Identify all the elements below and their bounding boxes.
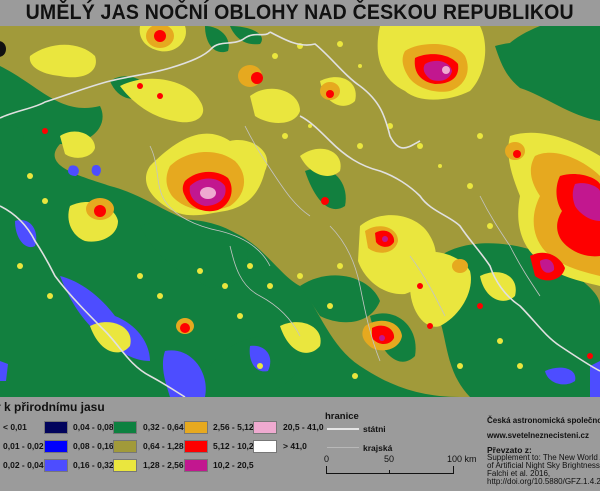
pink-cores <box>200 66 450 199</box>
scale-tick-50: 50 <box>384 454 395 464</box>
credits-source-text: Supplement to: The New World Atlas of Ar… <box>487 454 600 486</box>
legend-swatch-pink <box>253 421 277 434</box>
legend-label: 0,08 - 0,16 <box>73 441 114 451</box>
legend-label: < 0,01 <box>3 422 27 432</box>
credits-website[interactable]: www.svetelneznecisteni.cz <box>487 431 589 440</box>
legend-label: 0,16 - 0,32 <box>73 460 114 470</box>
scale-bar-midtick <box>389 470 390 474</box>
legend-swatch-red <box>184 440 208 453</box>
legend-swatch-yellow <box>113 459 137 472</box>
legend-label: 20,5 - 41,0 <box>283 422 324 432</box>
legend-swatch-magenta <box>184 459 208 472</box>
legend-label: 1,28 - 2,56 <box>143 460 184 470</box>
legend-label: 0,64 - 1,28 <box>143 441 184 451</box>
region-border <box>149 125 541 362</box>
region-border-label: krajská <box>363 443 393 453</box>
legend-label: 10,2 - 20,5 <box>213 460 254 470</box>
scale-tick-100: 100 km <box>447 454 477 464</box>
credits-source-line: Supplement to: The New World Atlas <box>487 453 600 462</box>
credits-source-line: of Artificial Night Sky Brightness. <box>487 461 600 470</box>
legend-label: 0,32 - 0,64 <box>143 422 184 432</box>
scale-bar <box>326 466 454 474</box>
map-title: UMĚLÝ JAS NOČNÍ OBLOHY NAD ČESKOU REPUBL… <box>25 1 575 24</box>
state-border-label: státni <box>363 424 386 434</box>
magenta-zones <box>189 60 600 341</box>
green-zones <box>0 26 600 397</box>
map-canvas <box>0 26 600 397</box>
credits-source-line: Falchi et al. 2016, <box>487 469 551 478</box>
legend-panel: r k přirodnímu jasu < 0,01 0,01 - 0,02 0… <box>0 397 600 491</box>
borders-title: hranice <box>325 411 359 422</box>
legend-swatch-green <box>113 421 137 434</box>
state-border-line <box>327 428 359 430</box>
state-border <box>0 31 600 397</box>
legend-swatch-light-blue <box>44 459 68 472</box>
legend-label: 0,04 - 0,08 <box>73 422 114 432</box>
region-border-line <box>327 447 359 448</box>
legend-swatch-blue <box>44 440 68 453</box>
legend-label: 5,12 - 10,2 <box>213 441 254 451</box>
legend-swatch-navy <box>44 421 68 434</box>
legend-label: > 41,0 <box>283 441 307 451</box>
legend-title: r k přirodnímu jasu <box>0 400 105 414</box>
scale-tick-0: 0 <box>324 454 330 464</box>
legend-label: 0,01 - 0,02 <box>3 441 44 451</box>
light-pollution-map <box>0 26 600 397</box>
legend-label: 2,56 - 5,12 <box>213 422 254 432</box>
credits-organization: Česká astronomická společnost <box>487 416 600 425</box>
legend-label: 0,02 - 0,04 <box>3 460 44 470</box>
legend-swatch-orange <box>184 421 208 434</box>
credits-source-title: Převzato z: <box>487 445 532 455</box>
edge-marker-circle <box>0 41 6 57</box>
credits-source-doi-link[interactable]: http://doi.org/10.5880/GFZ.1.4.2016.001 <box>487 477 600 486</box>
title-bar: UMĚLÝ JAS NOČNÍ OBLOHY NAD ČESKOU REPUBL… <box>0 0 600 26</box>
legend-swatch-white <box>253 440 277 453</box>
legend-swatch-olive <box>113 440 137 453</box>
